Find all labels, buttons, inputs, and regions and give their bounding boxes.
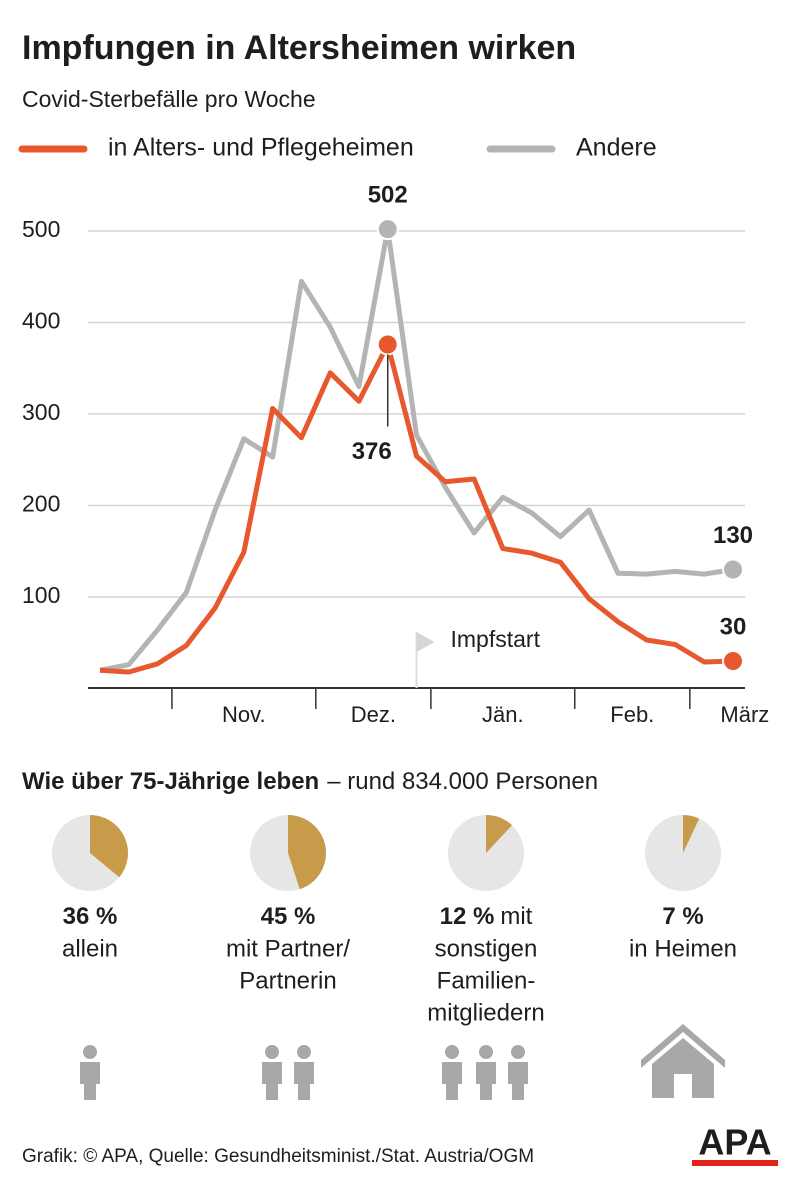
pie-value-text: 36 % bbox=[63, 903, 118, 930]
pie-value-label: 45 % bbox=[261, 903, 316, 930]
pie-value-text: 7 % bbox=[662, 903, 703, 930]
point-marker bbox=[376, 218, 399, 241]
pie-slice bbox=[90, 815, 129, 878]
pie-category-line: mit bbox=[500, 903, 532, 930]
month-label: Dez. bbox=[351, 702, 396, 727]
pie-value-text: 45 % bbox=[261, 903, 316, 930]
pie-value-text: 12 % mit bbox=[440, 903, 533, 930]
month-label: Feb. bbox=[610, 702, 654, 727]
pie-slice bbox=[683, 815, 700, 853]
series-line bbox=[99, 341, 734, 675]
logo: APA bbox=[698, 1122, 771, 1163]
pie-title: Wie über 75-Jährige leben bbox=[22, 768, 319, 795]
person-icon bbox=[262, 1045, 282, 1100]
person-icon bbox=[294, 1045, 314, 1100]
y-tick-label: 200 bbox=[22, 491, 60, 517]
pie-category-line: Partnerin bbox=[239, 967, 336, 994]
month-label: Nov. bbox=[222, 702, 266, 727]
pie-value-label: 36 % bbox=[63, 903, 118, 930]
person-icon bbox=[80, 1045, 100, 1100]
person-icon bbox=[476, 1045, 496, 1100]
pie-category-line: mitgliedern bbox=[427, 999, 544, 1026]
subtitle: Covid-Sterbefälle pro Woche bbox=[22, 86, 316, 112]
pie-value-label: 12 % bbox=[440, 903, 495, 930]
point-marker bbox=[722, 558, 744, 581]
pie-heading: Wie über 75-Jährige leben – rund 834.000 … bbox=[22, 768, 598, 795]
house-icon bbox=[641, 1024, 725, 1098]
value-label: 376 bbox=[352, 438, 392, 465]
pie-category-line: sonstigen bbox=[435, 935, 538, 962]
pie-slice bbox=[288, 815, 326, 890]
logo-bar bbox=[692, 1160, 778, 1166]
person-icon bbox=[508, 1045, 528, 1100]
value-label: 130 bbox=[713, 522, 753, 549]
legend-label: in Alters- und Pflegeheimen bbox=[108, 134, 414, 162]
pie-slice bbox=[486, 815, 513, 853]
y-tick-label: 100 bbox=[22, 582, 60, 608]
y-tick-label: 500 bbox=[22, 216, 60, 242]
pie-category-line: allein bbox=[62, 935, 118, 962]
flag bbox=[416, 632, 435, 652]
value-label: 30 bbox=[720, 613, 747, 640]
title: Impfungen in Altersheimen wirken bbox=[22, 29, 576, 67]
month-label: März bbox=[720, 702, 769, 727]
person-icon bbox=[442, 1045, 462, 1100]
point-marker bbox=[376, 333, 399, 356]
pie-value-label: 7 % bbox=[662, 903, 703, 930]
icons bbox=[80, 1024, 725, 1100]
y-tick-label: 400 bbox=[22, 308, 60, 334]
point-marker bbox=[722, 650, 744, 673]
pie-subtitle: – rund 834.000 Personen bbox=[327, 768, 598, 795]
annotation: Impfstart bbox=[451, 626, 541, 652]
legend-label: Andere bbox=[576, 134, 657, 162]
y-tick-label: 300 bbox=[22, 399, 60, 425]
pie-category-line: in Heimen bbox=[629, 935, 737, 962]
series-line bbox=[99, 226, 734, 673]
value-label: 502 bbox=[368, 182, 408, 209]
pie-category-line: mit Partner/ bbox=[226, 935, 350, 962]
month-label: Jän. bbox=[482, 702, 524, 727]
source: Grafik: © APA, Quelle: Gesundheitsminist… bbox=[22, 1146, 534, 1167]
pie-category-line: Familien- bbox=[437, 967, 536, 994]
